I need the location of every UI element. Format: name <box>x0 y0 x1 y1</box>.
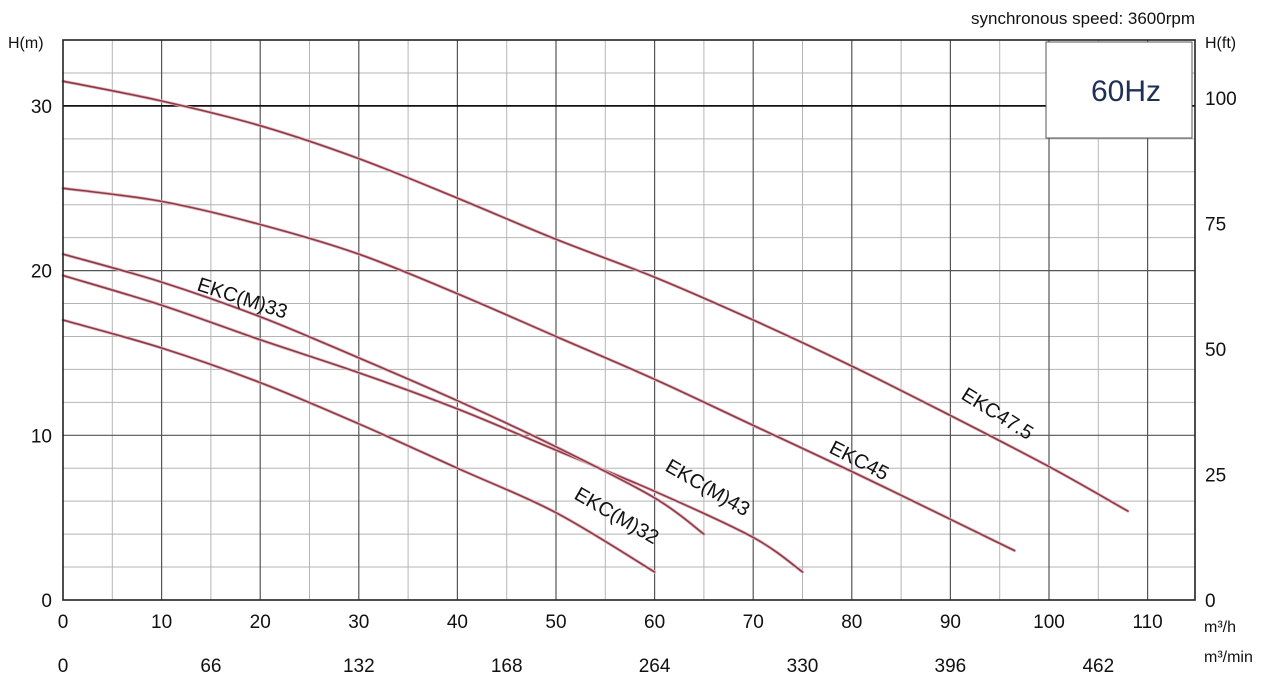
series-label: EKC45 <box>826 437 892 485</box>
y-right-tick-label: 100 <box>1205 89 1237 110</box>
y-left-tick-label: 10 <box>31 426 52 447</box>
series-curve <box>62 187 1016 552</box>
x-secondary-tick-label: 462 <box>1082 656 1114 677</box>
x-primary-tick-label: 110 <box>1132 612 1162 633</box>
x-primary-tick-label: 50 <box>545 612 566 633</box>
y-left-tick-label: 30 <box>31 97 52 118</box>
x-secondary-tick-label: 396 <box>935 656 967 677</box>
y-right-tick-label: 0 <box>1205 591 1216 612</box>
x-primary-tick-label: 80 <box>841 612 862 633</box>
axes <box>62 39 1196 601</box>
x-primary-tick-label: 10 <box>151 612 172 633</box>
series-curve <box>62 274 804 573</box>
x-unit-secondary: m³/min <box>1204 649 1253 666</box>
plot-frame <box>62 39 1196 601</box>
x-primary-tick-label: 20 <box>250 612 271 633</box>
y-left-tick-label: 20 <box>31 262 52 283</box>
x-primary-tick-label: 70 <box>743 612 764 633</box>
series-curve-halo <box>61 273 805 574</box>
x-secondary-tick-label: 0 <box>58 656 69 677</box>
series-label: EKC(M)33 <box>194 274 290 324</box>
tick-labels: 0 10 20 30 0 25 50 75 100 0 10 20 30 40 50 60 70 80 90 100 1… <box>31 89 1237 677</box>
x-secondary-tick-label: 168 <box>491 656 523 677</box>
x-secondary-tick-label: 132 <box>343 656 375 677</box>
series-curve-halo <box>61 252 706 536</box>
x-primary-tick-label: 60 <box>644 612 665 633</box>
y-right-axis-label: H(ft) <box>1205 35 1236 52</box>
speed-note: synchronous speed: 3600rpm <box>971 9 1195 28</box>
x-primary-tick-label: 0 <box>58 612 69 633</box>
y-left-axis-label: H(m) <box>8 35 44 52</box>
series-curve <box>62 253 705 535</box>
series-curve <box>62 319 656 573</box>
y-right-tick-label: 25 <box>1205 465 1226 486</box>
y-left-tick-label: 0 <box>41 591 52 612</box>
frequency-badge: 60Hz <box>1045 41 1193 139</box>
frequency-badge-box <box>1045 41 1193 139</box>
series-curves <box>61 79 1130 574</box>
y-right-tick-label: 50 <box>1205 340 1226 361</box>
x-primary-tick-label: 100 <box>1033 612 1065 633</box>
x-unit-primary: m³/h <box>1204 619 1236 636</box>
x-primary-tick-label: 90 <box>940 612 961 633</box>
frequency-badge-text: 60Hz <box>1091 75 1161 108</box>
x-primary-tick-label: 30 <box>348 612 369 633</box>
minor-gridlines <box>63 40 1195 600</box>
y-right-tick-label: 75 <box>1205 214 1226 235</box>
x-secondary-tick-label: 264 <box>639 656 671 677</box>
x-secondary-tick-label: 66 <box>200 656 221 677</box>
x-secondary-tick-label: 330 <box>787 656 819 677</box>
x-primary-tick-label: 40 <box>447 612 468 633</box>
series-curve <box>62 80 1129 512</box>
